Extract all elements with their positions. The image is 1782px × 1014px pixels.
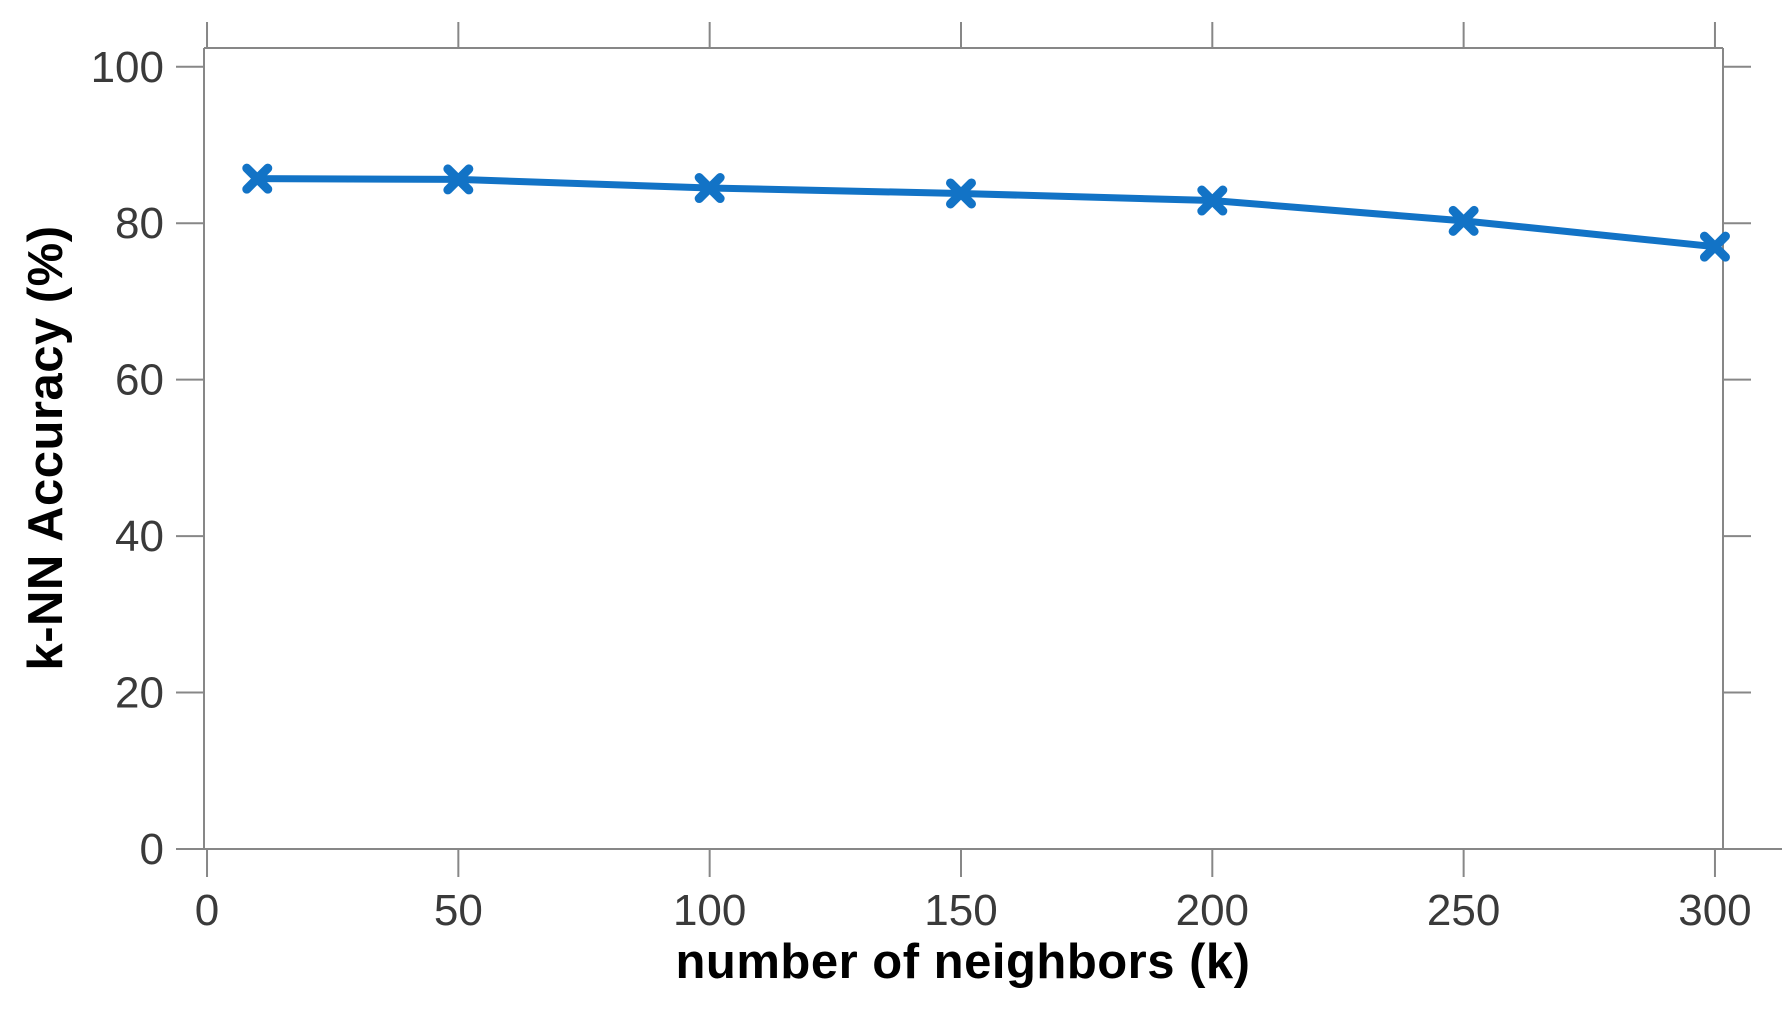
data-point-marker	[242, 163, 273, 194]
data-point-marker	[945, 178, 976, 209]
y-axis-title: k-NN Accuracy (%)	[19, 225, 73, 671]
x-tick-label: 300	[1678, 886, 1751, 935]
y-tick-label: 20	[115, 669, 164, 718]
data-point-marker	[694, 173, 725, 204]
x-axis-title: number of neighbors (k)	[675, 935, 1251, 989]
y-tick-label: 80	[115, 199, 164, 248]
x-tick-label: 150	[924, 886, 997, 935]
data-point-marker	[1699, 231, 1730, 262]
y-tick-label: 100	[91, 43, 164, 92]
x-tick-label: 50	[434, 886, 483, 935]
y-tick-label: 60	[115, 356, 164, 405]
data-line	[253, 175, 1719, 251]
y-tick-label: 40	[115, 512, 164, 561]
data-point-marker	[1197, 185, 1228, 216]
data-point-marker	[1448, 205, 1479, 236]
x-tick-label: 100	[673, 886, 746, 935]
y-tick-label: 0	[140, 825, 164, 874]
data-point-marker	[443, 164, 474, 195]
x-tick-label: 250	[1427, 886, 1500, 935]
x-tick-label: 0	[195, 886, 219, 935]
x-tick-label: 200	[1176, 886, 1249, 935]
